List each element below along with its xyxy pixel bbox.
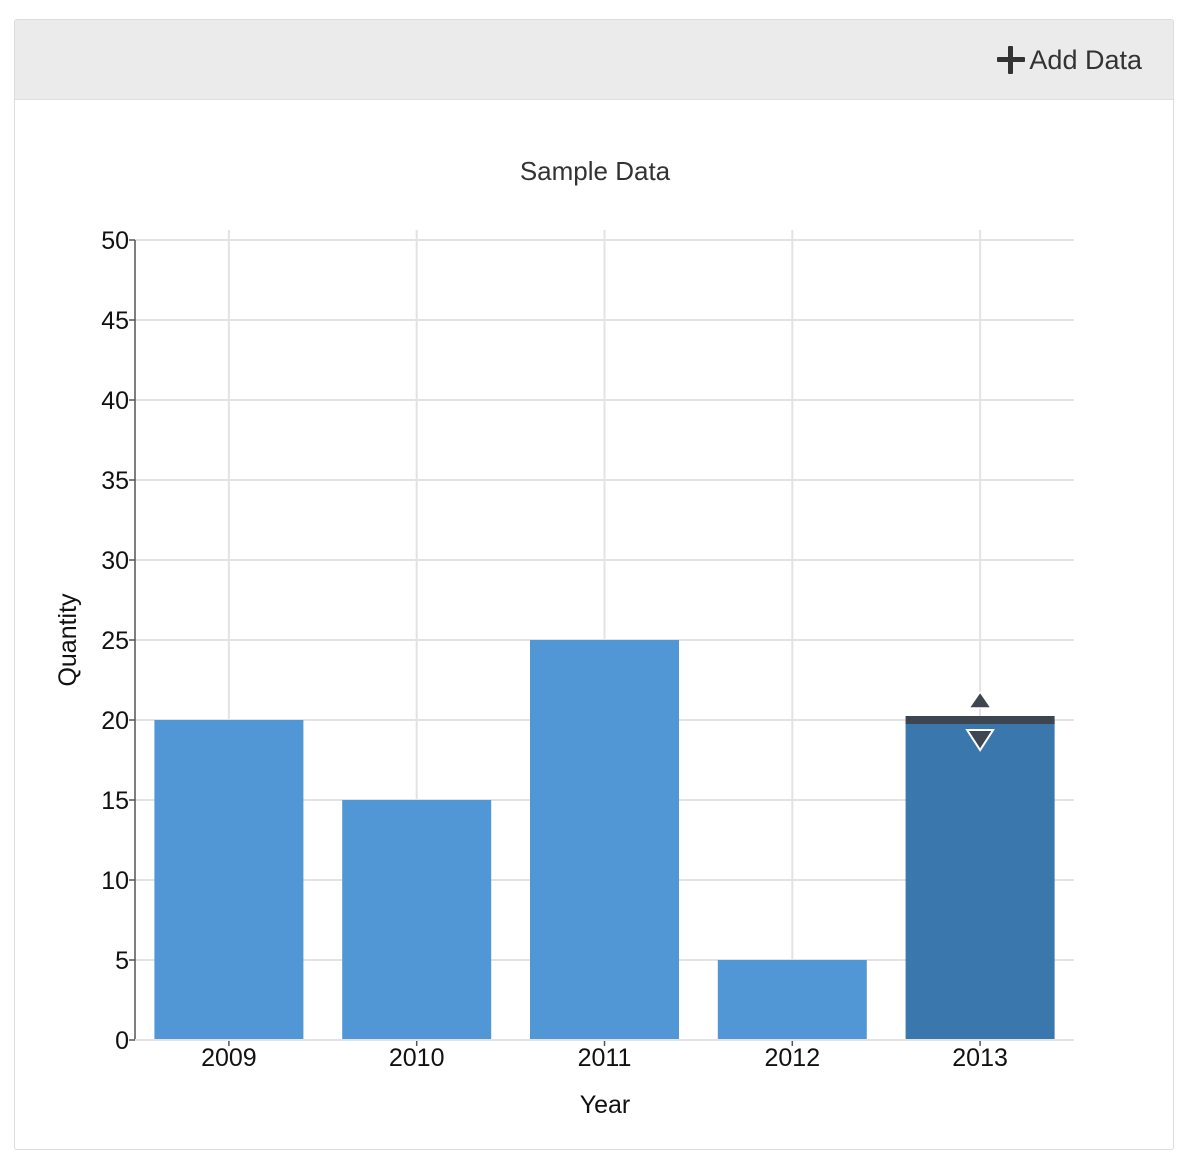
x-tick-label: 2013	[952, 1044, 1008, 1072]
bars	[154, 640, 1055, 1040]
increase-arrow-icon[interactable]	[967, 690, 993, 709]
bar-2012[interactable]	[717, 960, 867, 1040]
y-tick-label: 10	[101, 867, 129, 895]
add-data-button[interactable]: Add Data	[997, 42, 1142, 78]
decrease-arrow-icon[interactable]	[965, 729, 995, 752]
x-axis-label: Year	[580, 1091, 631, 1119]
axes: 0 5 10 15 20 25 30 35 40 45 50 2009 2010 2011 2012 2013	[101, 227, 1074, 1072]
bar-2010[interactable]	[342, 800, 492, 1040]
x-tick-label: 2012	[764, 1044, 820, 1072]
bar-2011[interactable]	[530, 640, 679, 1040]
y-tick-label: 20	[101, 707, 129, 735]
drag-handle-bar[interactable]	[905, 716, 1055, 724]
y-tick-label: 40	[101, 387, 129, 415]
bar-2009[interactable]	[154, 720, 304, 1040]
y-tick-label: 50	[101, 227, 129, 255]
x-tick-label: 2009	[201, 1044, 257, 1072]
add-data-label: Add Data	[1029, 44, 1142, 75]
chart-title: Sample Data	[520, 156, 671, 186]
selection-handle[interactable]	[905, 690, 1055, 752]
x-tick-label: 2011	[578, 1044, 632, 1072]
y-tick-label: 5	[115, 947, 129, 975]
y-tick-label: 30	[101, 547, 129, 575]
x-tick-label: 2010	[389, 1044, 445, 1072]
y-tick-label: 45	[101, 307, 129, 335]
plus-icon	[997, 46, 1026, 74]
y-tick-label: 25	[101, 627, 129, 655]
bar-2013[interactable]	[905, 720, 1055, 1040]
y-tick-label: 15	[101, 787, 129, 815]
y-axis-label: Quantity	[54, 593, 82, 687]
y-tick-label: 0	[115, 1027, 129, 1055]
y-tick-label: 35	[101, 467, 129, 495]
panel-header: Add Data	[15, 20, 1173, 100]
